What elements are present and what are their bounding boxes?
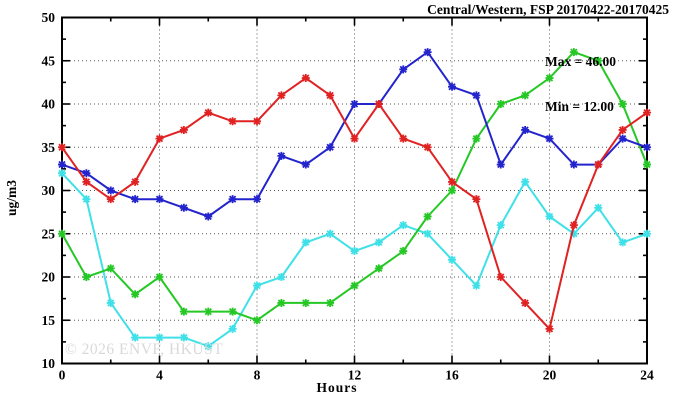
maxmin-annotation: Max = 46.00 Min = 12.00 xyxy=(545,24,616,144)
x-tick-label: 4 xyxy=(156,368,163,383)
x-tick-label: 0 xyxy=(59,368,66,383)
x-tick-label: 8 xyxy=(254,368,261,383)
y-tick-label: 10 xyxy=(42,356,56,371)
y-tick-label: 50 xyxy=(42,10,56,25)
chart-title: Central/Western, FSP 20170422-20170425 xyxy=(427,2,669,17)
y-tick-label: 25 xyxy=(42,226,56,241)
y-tick-label: 15 xyxy=(42,313,56,328)
watermark: © 2026 ENVF, HKUST xyxy=(65,341,224,358)
y-tick-label: 35 xyxy=(42,140,56,155)
y-tick-label: 45 xyxy=(42,53,56,68)
max-value-label: Max = 46.00 xyxy=(545,54,617,69)
cyan-series-markers xyxy=(58,169,651,351)
plot-frame xyxy=(61,16,648,365)
x-tick-label: 12 xyxy=(348,368,362,383)
green-series-markers xyxy=(58,48,651,325)
y-axis-label: ug/m3 xyxy=(4,180,19,217)
x-tick-label: 24 xyxy=(640,368,654,383)
x-tick-label: 16 xyxy=(445,368,459,383)
y-tick-label: 30 xyxy=(42,183,56,198)
x-axis-label: Hours xyxy=(316,380,358,395)
y-tick-label: 40 xyxy=(42,97,56,112)
red-series-markers xyxy=(58,74,651,333)
x-tick-label: 20 xyxy=(543,368,557,383)
min-value-label: Min = 12.00 xyxy=(545,99,614,114)
y-tick-label: 20 xyxy=(42,270,56,285)
